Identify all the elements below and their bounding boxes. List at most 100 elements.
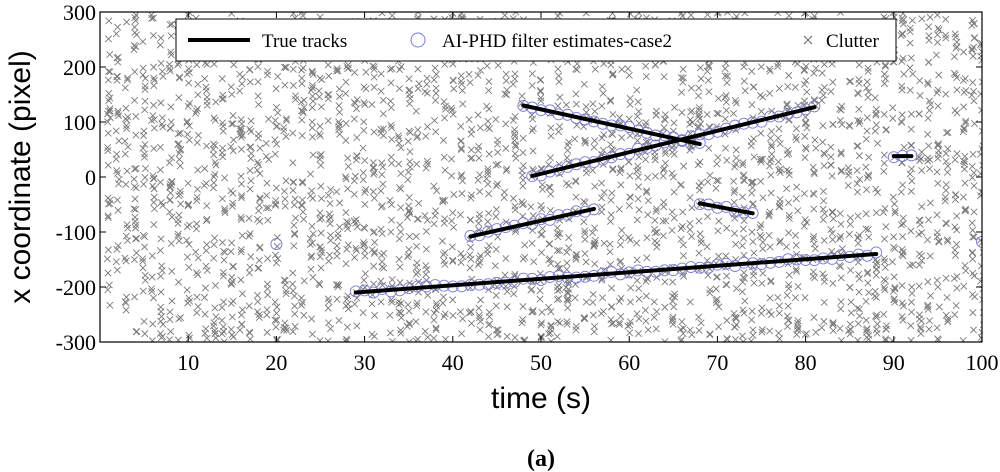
clutter-point (185, 334, 194, 342)
clutter-point (245, 302, 253, 310)
clutter-point (431, 64, 439, 72)
clutter-stroke (236, 131, 244, 139)
clutter-point (256, 144, 264, 152)
clutter-stroke (114, 58, 122, 66)
clutter-stroke (289, 159, 297, 167)
clutter-point (105, 67, 113, 76)
clutter-point (185, 68, 193, 76)
clutter-point (405, 193, 413, 202)
clutter-point (378, 251, 386, 259)
clutter-stroke (202, 325, 210, 333)
clutter-stroke (148, 14, 156, 22)
clutter-point (174, 336, 182, 342)
clutter-point (255, 100, 263, 108)
clutter-point (254, 134, 262, 142)
clutter-point (148, 252, 156, 260)
clutter-point (280, 63, 288, 71)
clutter-point (124, 224, 132, 232)
clutter-point (238, 320, 246, 328)
clutter-point (404, 176, 412, 184)
clutter-stroke (121, 150, 129, 158)
clutter-point (132, 131, 140, 139)
clutter-stroke (150, 74, 158, 82)
clutter-point (397, 204, 405, 212)
clutter-point (131, 195, 139, 203)
clutter-point (326, 199, 334, 208)
clutter-stroke (104, 246, 112, 254)
clutter-stroke (265, 115, 273, 123)
clutter-point (139, 144, 147, 152)
clutter-stroke (254, 264, 262, 272)
clutter-point (404, 137, 412, 145)
clutter-point (546, 183, 554, 192)
clutter-point (130, 205, 138, 213)
clutter-stroke (104, 161, 112, 169)
clutter-stroke (131, 96, 139, 104)
clutter-stroke (271, 316, 279, 324)
clutter-point (237, 248, 245, 256)
clutter-point (167, 239, 175, 248)
clutter-point (510, 290, 518, 298)
clutter-stroke (210, 114, 218, 122)
clutter-stroke (212, 98, 220, 106)
clutter-point (176, 129, 184, 137)
clutter-stroke (209, 145, 217, 153)
clutter-stroke (122, 232, 130, 240)
clutter-point (377, 70, 385, 78)
clutter-point (104, 200, 113, 208)
clutter-point (448, 243, 456, 251)
clutter-stroke (157, 312, 166, 321)
clutter-stroke (141, 173, 149, 181)
clutter-stroke (159, 72, 167, 80)
clutter-stroke (104, 147, 112, 155)
clutter-point (307, 86, 315, 94)
clutter-point (582, 258, 590, 266)
clutter-point (262, 139, 270, 147)
clutter-point (424, 333, 432, 341)
clutter-stroke (282, 177, 290, 185)
clutter-point (361, 270, 369, 278)
clutter-point (450, 223, 458, 231)
clutter-point (227, 300, 235, 308)
clutter-point (485, 209, 493, 217)
clutter-point (238, 290, 247, 298)
clutter-point (282, 115, 290, 123)
clutter-stroke (256, 243, 264, 251)
clutter-point (184, 130, 192, 138)
clutter-point (317, 195, 325, 203)
clutter-point (203, 202, 211, 210)
clutter-point (104, 269, 112, 277)
clutter-point (184, 179, 192, 187)
clutter-stroke (203, 101, 211, 109)
clutter-point (201, 75, 209, 83)
clutter-stroke (105, 97, 113, 105)
clutter-stroke (281, 81, 289, 89)
clutter-stroke (246, 66, 254, 74)
clutter-point (141, 165, 150, 173)
clutter-stroke (167, 118, 175, 126)
clutter-point (202, 325, 210, 333)
clutter-point (300, 277, 308, 285)
clutter-stroke (167, 239, 175, 248)
clutter-stroke (237, 248, 245, 256)
clutter-point (335, 85, 343, 93)
clutter-stroke (176, 162, 184, 170)
clutter-stroke (174, 220, 182, 228)
clutter-point (342, 89, 350, 98)
clutter-point (387, 216, 396, 224)
clutter-point (201, 310, 209, 318)
clutter-point (141, 271, 149, 279)
clutter-point (265, 155, 273, 164)
clutter-stroke (229, 189, 237, 197)
clutter-stroke (193, 269, 201, 277)
clutter-stroke (237, 213, 245, 221)
clutter-point (457, 250, 465, 258)
clutter-point (582, 103, 590, 111)
clutter-point (536, 287, 544, 295)
clutter-stroke (273, 316, 281, 324)
clutter-point (219, 91, 227, 99)
clutter-point (157, 272, 165, 280)
clutter-stroke (150, 337, 156, 342)
clutter-point (518, 167, 526, 175)
clutter-stroke (158, 114, 166, 122)
